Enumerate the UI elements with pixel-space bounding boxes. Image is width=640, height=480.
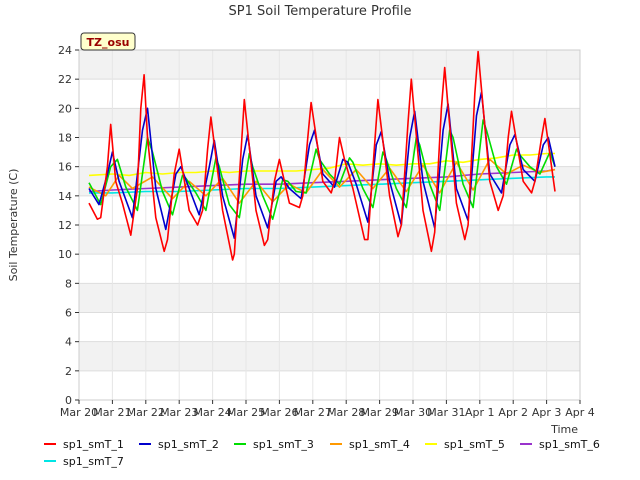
legend-item: sp1_smT_5 [425, 438, 505, 451]
x-tick-label: Mar 23 [160, 406, 198, 419]
legend-item: sp1_smT_3 [234, 438, 314, 451]
chart-title: SP1 Soil Temperature Profile [229, 4, 412, 19]
x-tick-label: Mar 25 [227, 406, 265, 419]
y-tick-label: 20 [58, 102, 72, 115]
legend-item: sp1_smT_6 [520, 438, 600, 451]
x-tick-label: Mar 26 [260, 406, 298, 419]
y-tick-label: 0 [65, 394, 72, 407]
legend-label: sp1_smT_3 [253, 438, 314, 451]
site-badge-text: TZ_osu [87, 36, 130, 49]
x-tick-label: Apr 4 [565, 406, 595, 419]
x-tick-label: Mar 24 [193, 406, 231, 419]
grid-band [79, 341, 580, 371]
x-tick-label: Mar 30 [394, 406, 432, 419]
x-tick-label: Mar 21 [93, 406, 131, 419]
x-tick-label: Mar 20 [60, 406, 98, 419]
legend-label: sp1_smT_2 [158, 438, 219, 451]
y-tick-label: 18 [58, 132, 72, 145]
legend-label: sp1_smT_4 [349, 438, 410, 451]
legend-label: sp1_smT_5 [444, 438, 505, 451]
y-tick-label: 10 [58, 248, 72, 261]
y-tick-label: 16 [58, 161, 72, 174]
series-line-sp1_smT_3 [88, 119, 556, 220]
legend-item: sp1_smT_4 [330, 438, 410, 451]
grid-band [79, 283, 580, 313]
y-axis-label: Soil Temperature (C) [7, 169, 20, 282]
grid-lines [78, 49, 581, 401]
legend-label: sp1_smT_7 [63, 455, 124, 468]
x-tick-label: Apr 3 [532, 406, 562, 419]
series-line-sp1_smT_1 [88, 50, 556, 261]
x-tick-label: Mar 31 [427, 406, 465, 419]
y-tick-label: 6 [65, 307, 72, 320]
series-line-sp1_smT_2 [88, 91, 556, 239]
x-tick-label: Mar 28 [327, 406, 365, 419]
y-tick-label: 12 [58, 219, 72, 232]
legend-item: sp1_smT_2 [139, 438, 219, 451]
x-tick-label: Mar 29 [360, 406, 398, 419]
x-tick-label: Mar 22 [127, 406, 165, 419]
legend-label: sp1_smT_6 [539, 438, 600, 451]
legend-item: sp1_smT_1 [44, 438, 124, 451]
y-tick-label: 24 [58, 44, 72, 57]
y-tick-label: 22 [58, 73, 72, 86]
y-tick-label: 4 [65, 336, 72, 349]
grid-band [79, 108, 580, 138]
site-badge: TZ_osu [80, 32, 136, 51]
y-tick-label: 2 [65, 365, 72, 378]
series-lines [88, 50, 556, 261]
grid-band [79, 50, 580, 80]
series-line-sp1_smT_4 [88, 158, 556, 204]
grid-band [79, 225, 580, 255]
y-tick-label: 8 [65, 277, 72, 290]
x-tick-label: Mar 27 [294, 406, 332, 419]
legend-item: sp1_smT_7 [44, 455, 124, 468]
legend-label: sp1_smT_1 [63, 438, 124, 451]
x-tick-label: Apr 1 [465, 406, 495, 419]
site-badge-box [80, 32, 136, 51]
y-tick-label: 14 [58, 190, 72, 203]
plot-background [79, 50, 580, 371]
x-tick-label: Apr 2 [498, 406, 528, 419]
x-axis-label: Time [550, 423, 578, 436]
legend: sp1_smT_1 sp1_smT_2 sp1_smT_3 sp1_smT_4 sp1_… [44, 438, 600, 468]
